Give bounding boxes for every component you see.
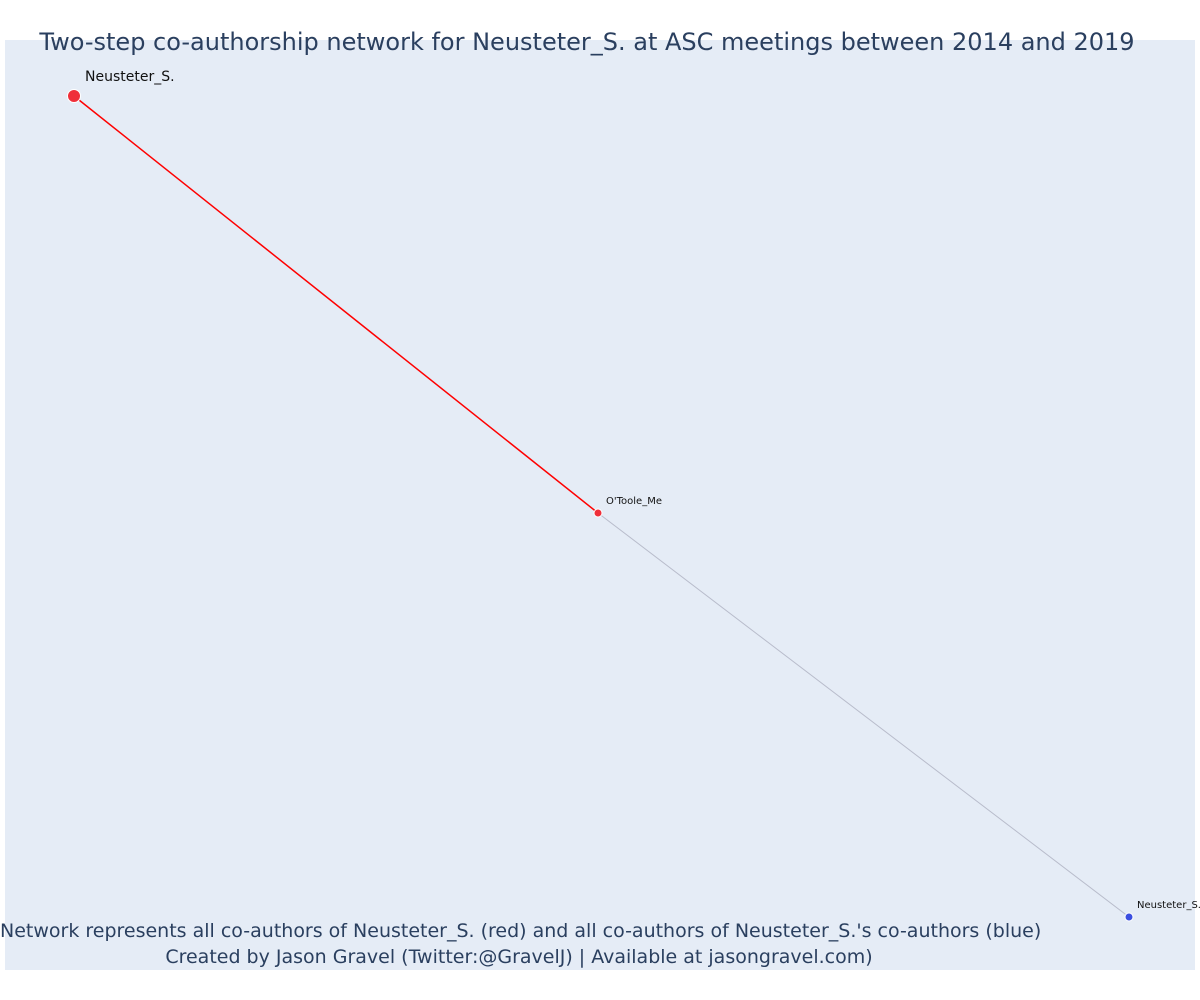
- node-label-neusteter-second-degree: Neusteter_S.: [1137, 900, 1200, 911]
- node-otoole-me[interactable]: [593, 508, 603, 518]
- edge-otoole-neusteter-second: [597, 512, 1130, 918]
- plot-area: [5, 40, 1195, 970]
- chart-title: Two-step co-authorship network for Neust…: [39, 28, 1135, 56]
- caption: Network represents all co-authors of Neu…: [0, 918, 1042, 970]
- edge-neusteter-otoole: [73, 95, 599, 514]
- node-neusteter-second-degree[interactable]: [1124, 912, 1134, 922]
- caption-line-1: Network represents all co-authors of Neu…: [0, 920, 1042, 942]
- caption-line-2: Created by Jason Gravel (Twitter:@Gravel…: [165, 946, 873, 968]
- node-neusteter-focal[interactable]: [67, 89, 81, 103]
- node-label-otoole-me: O'Toole_Me: [606, 496, 662, 507]
- node-label-neusteter-focal: Neusteter_S.: [85, 69, 175, 85]
